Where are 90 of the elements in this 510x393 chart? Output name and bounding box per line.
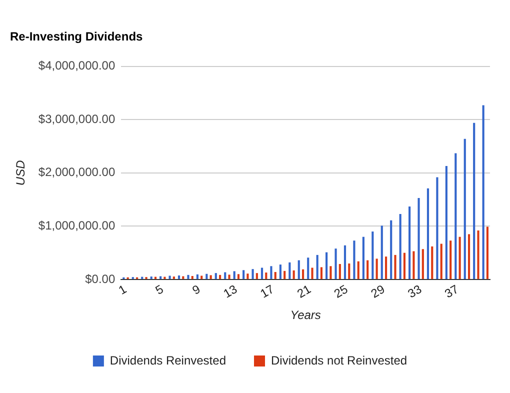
bar — [468, 234, 470, 279]
bar — [384, 256, 388, 279]
bar — [403, 252, 406, 279]
y-tick-label: $3,000,000.00 — [38, 112, 116, 126]
bar — [431, 246, 434, 279]
bar — [270, 266, 272, 279]
y-axis-title: USD — [14, 160, 28, 186]
bar — [284, 270, 286, 279]
bar — [408, 206, 411, 279]
x-tick-label: 9 — [190, 282, 203, 298]
bar — [390, 220, 392, 279]
bar — [482, 105, 484, 279]
bar — [450, 240, 452, 279]
bar — [326, 252, 328, 279]
bar — [330, 266, 332, 279]
bar — [353, 240, 356, 279]
x-tick-label: 1 — [116, 282, 130, 298]
bar — [477, 230, 480, 279]
bar — [298, 260, 300, 279]
x-tick-label: 5 — [153, 282, 166, 298]
bar — [362, 236, 364, 279]
bar — [191, 276, 194, 279]
bar — [178, 275, 180, 279]
bar — [237, 274, 240, 279]
bar — [334, 248, 337, 279]
bar — [265, 272, 268, 279]
bar — [436, 177, 438, 279]
bar — [224, 272, 226, 279]
bar — [426, 188, 430, 279]
bar — [311, 268, 314, 279]
bar — [366, 260, 369, 279]
bar — [380, 226, 383, 279]
chart-title: Re-Investing Dividends — [10, 30, 144, 44]
x-tick-label: 37 — [442, 282, 462, 301]
bar — [412, 251, 415, 279]
x-tick-label: 33 — [405, 282, 424, 301]
bar — [288, 262, 291, 279]
bar — [228, 274, 230, 279]
bar — [422, 249, 424, 279]
bar — [394, 254, 396, 279]
bar — [260, 268, 264, 279]
bar — [357, 261, 360, 279]
bar — [256, 273, 258, 279]
bar — [418, 198, 420, 279]
bar — [246, 274, 249, 279]
bar — [187, 274, 190, 279]
y-tick-label: $2,000,000.00 — [38, 165, 116, 180]
bar — [214, 273, 217, 279]
bar — [376, 258, 378, 279]
x-tick-label: 25 — [332, 282, 350, 301]
bar — [344, 245, 346, 279]
bar — [279, 264, 282, 279]
bar — [233, 271, 236, 279]
bar — [473, 122, 476, 279]
y-tick-label: $1,000,000.00 — [38, 218, 116, 233]
bar — [445, 166, 448, 279]
bar — [160, 276, 162, 279]
bar — [399, 214, 402, 279]
x-axis-title: Years — [290, 308, 321, 322]
bar — [454, 153, 457, 279]
bar — [196, 274, 198, 279]
bar — [338, 264, 341, 279]
bar — [458, 236, 461, 279]
x-tick-label: 29 — [368, 282, 388, 301]
bar — [274, 272, 276, 279]
bar — [348, 263, 350, 279]
bar — [210, 275, 212, 279]
bar — [372, 232, 374, 279]
bar — [440, 244, 442, 279]
x-tick-label: 17 — [258, 282, 277, 301]
bar — [200, 276, 203, 279]
bar — [486, 226, 488, 279]
legend-label: Dividends Reinvested — [110, 353, 226, 368]
bar — [242, 270, 245, 279]
bar — [168, 276, 171, 279]
y-tick-label: $0.00 — [85, 272, 116, 286]
bar — [320, 267, 323, 279]
bar — [292, 270, 295, 279]
bar — [252, 269, 254, 279]
legend-label: Dividends not Reinvested — [270, 353, 408, 368]
x-tick-label: 13 — [220, 282, 240, 301]
bar — [206, 274, 208, 279]
bar — [302, 269, 304, 279]
bar — [307, 258, 310, 279]
bar — [316, 254, 318, 279]
bar — [464, 138, 466, 279]
bar — [219, 274, 222, 279]
x-tick-label: 21 — [294, 282, 314, 301]
bar — [182, 276, 184, 279]
y-tick-label: $4,000,000.00 — [38, 58, 116, 73]
